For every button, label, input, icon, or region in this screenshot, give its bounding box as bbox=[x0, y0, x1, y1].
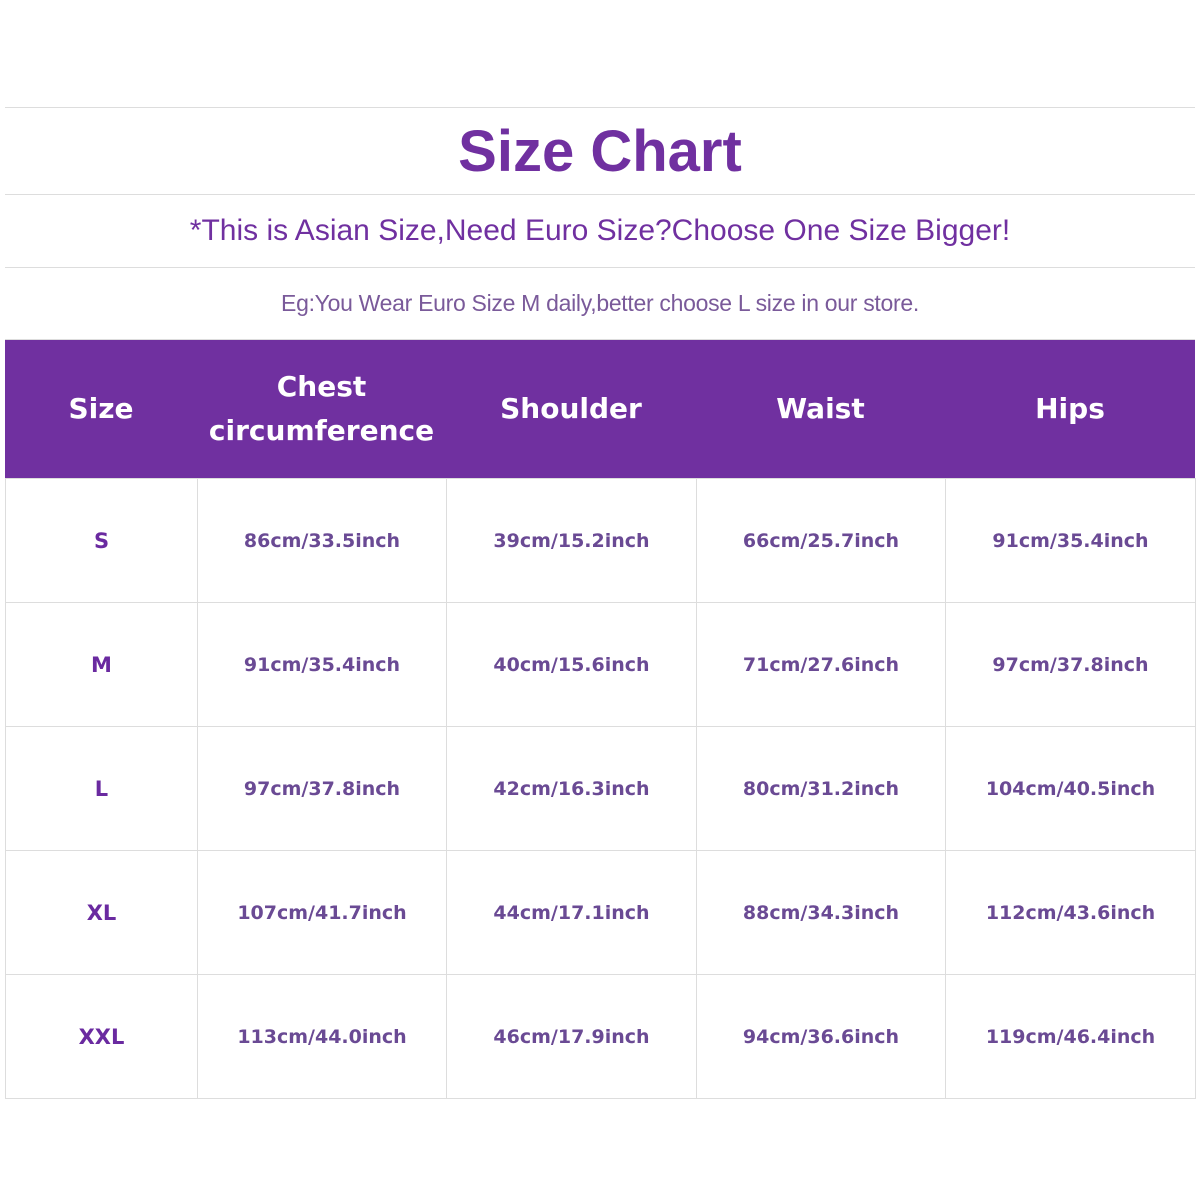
cell-shoulder: 44cm/17.1inch bbox=[446, 850, 697, 975]
cell-shoulder: 39cm/15.2inch bbox=[446, 478, 697, 603]
table-row: XL 107cm/41.7inch 44cm/17.1inch 88cm/34.3in… bbox=[5, 850, 1196, 975]
cell-shoulder: 40cm/15.6inch bbox=[446, 602, 697, 727]
header-chest: Chest circumference bbox=[208, 370, 435, 447]
table-row: XXL 113cm/44.0inch 46cm/17.9inch 94cm/36.6i… bbox=[5, 974, 1196, 1099]
table-row: S 86cm/33.5inch 39cm/15.2inch 66cm/25.7inch… bbox=[5, 478, 1196, 603]
header-size: Size bbox=[68, 392, 134, 425]
cell-shoulder: 46cm/17.9inch bbox=[446, 974, 697, 1099]
cell-chest: 107cm/41.7inch bbox=[197, 850, 447, 975]
cell-size: XL bbox=[5, 850, 198, 975]
cell-waist: 80cm/31.2inch bbox=[696, 726, 946, 851]
table-row: M 91cm/35.4inch 40cm/15.6inch 71cm/27.6inch… bbox=[5, 602, 1196, 727]
header-waist: Waist bbox=[776, 392, 865, 425]
cell-waist: 88cm/34.3inch bbox=[696, 850, 946, 975]
size-table: S 86cm/33.5inch 39cm/15.2inch 66cm/25.7inch… bbox=[5, 478, 1196, 1099]
cell-chest: 91cm/35.4inch bbox=[197, 602, 447, 727]
cell-size: M bbox=[5, 602, 198, 727]
page-title: Size Chart bbox=[5, 107, 1195, 195]
cell-shoulder: 42cm/16.3inch bbox=[446, 726, 697, 851]
cell-size: XXL bbox=[5, 974, 198, 1099]
table-row: L 97cm/37.8inch 42cm/16.3inch 80cm/31.2inch… bbox=[5, 726, 1196, 851]
cell-hips: 91cm/35.4inch bbox=[945, 478, 1196, 603]
cell-hips: 112cm/43.6inch bbox=[945, 850, 1196, 975]
note: Eg:You Wear Euro Size M daily,better cho… bbox=[5, 268, 1195, 340]
cell-chest: 86cm/33.5inch bbox=[197, 478, 447, 603]
cell-hips: 104cm/40.5inch bbox=[945, 726, 1196, 851]
cell-chest: 97cm/37.8inch bbox=[197, 726, 447, 851]
cell-waist: 71cm/27.6inch bbox=[696, 602, 946, 727]
cell-waist: 94cm/36.6inch bbox=[696, 974, 946, 1099]
table-header: Size Chest circumference Shoulder Waist … bbox=[5, 340, 1195, 478]
cell-size: S bbox=[5, 478, 198, 603]
cell-size: L bbox=[5, 726, 198, 851]
header-shoulder: Shoulder bbox=[500, 392, 642, 425]
cell-hips: 97cm/37.8inch bbox=[945, 602, 1196, 727]
cell-waist: 66cm/25.7inch bbox=[696, 478, 946, 603]
cell-chest: 113cm/44.0inch bbox=[197, 974, 447, 1099]
cell-hips: 119cm/46.4inch bbox=[945, 974, 1196, 1099]
header-hips: Hips bbox=[1035, 392, 1105, 425]
subtitle: *This is Asian Size,Need Euro Size?Choos… bbox=[5, 195, 1195, 268]
